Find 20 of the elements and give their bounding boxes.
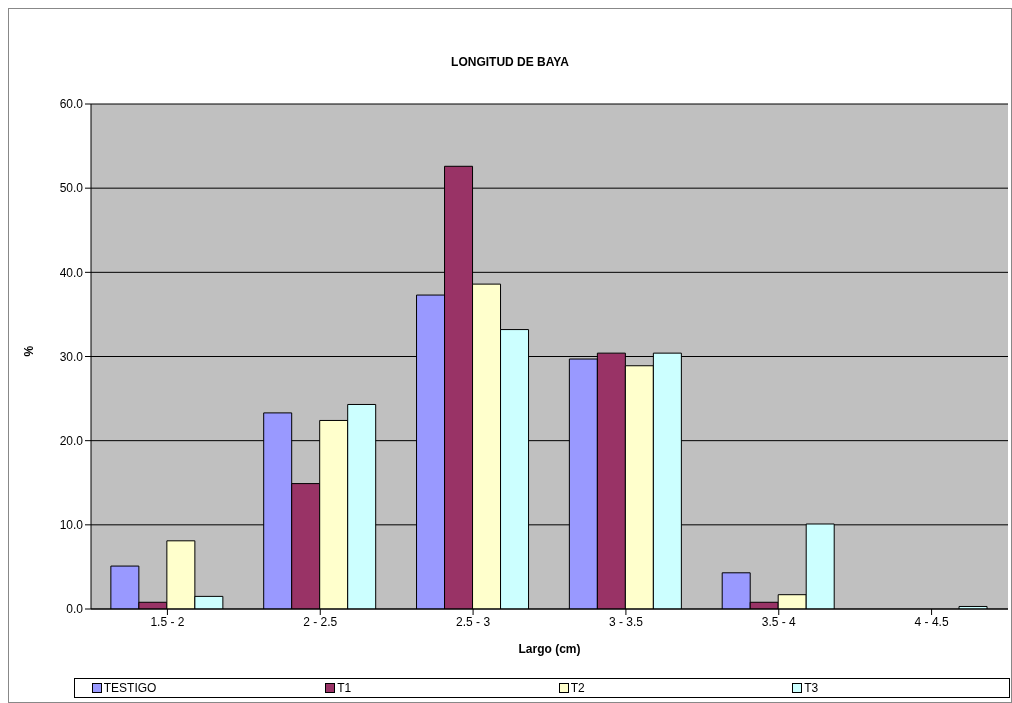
x-tick-label: 2.5 - 3 [456,614,491,629]
x-tick-label: 3.5 - 4 [761,614,797,629]
y-tick-label: 10.0 [59,518,84,533]
y-tick-label: 40.0 [59,265,84,280]
y-tick-label: 50.0 [59,181,84,196]
y-axis-title: % [22,345,37,357]
legend-label: T2 [569,681,586,695]
x-tick-label: 4 - 4.5 [914,614,949,629]
x-tick-label: 2 - 2.5 [303,614,338,629]
legend-label: T1 [336,681,353,695]
chart-title: LONGITUD DE BAYA [450,55,570,69]
y-tick-label: 20.0 [59,433,84,448]
y-tick-label: 30.0 [59,349,84,364]
legend-label: T3 [803,681,820,695]
y-tick-label: 0.0 [66,602,84,617]
x-tick-label: 3 - 3.5 [608,614,644,629]
x-axis-title: Largo (cm) [518,642,581,656]
y-tick-label: 60.0 [59,97,84,112]
legend-label: TESTIGO [102,681,158,695]
x-tick-label: 1.5 - 2 [150,614,185,629]
